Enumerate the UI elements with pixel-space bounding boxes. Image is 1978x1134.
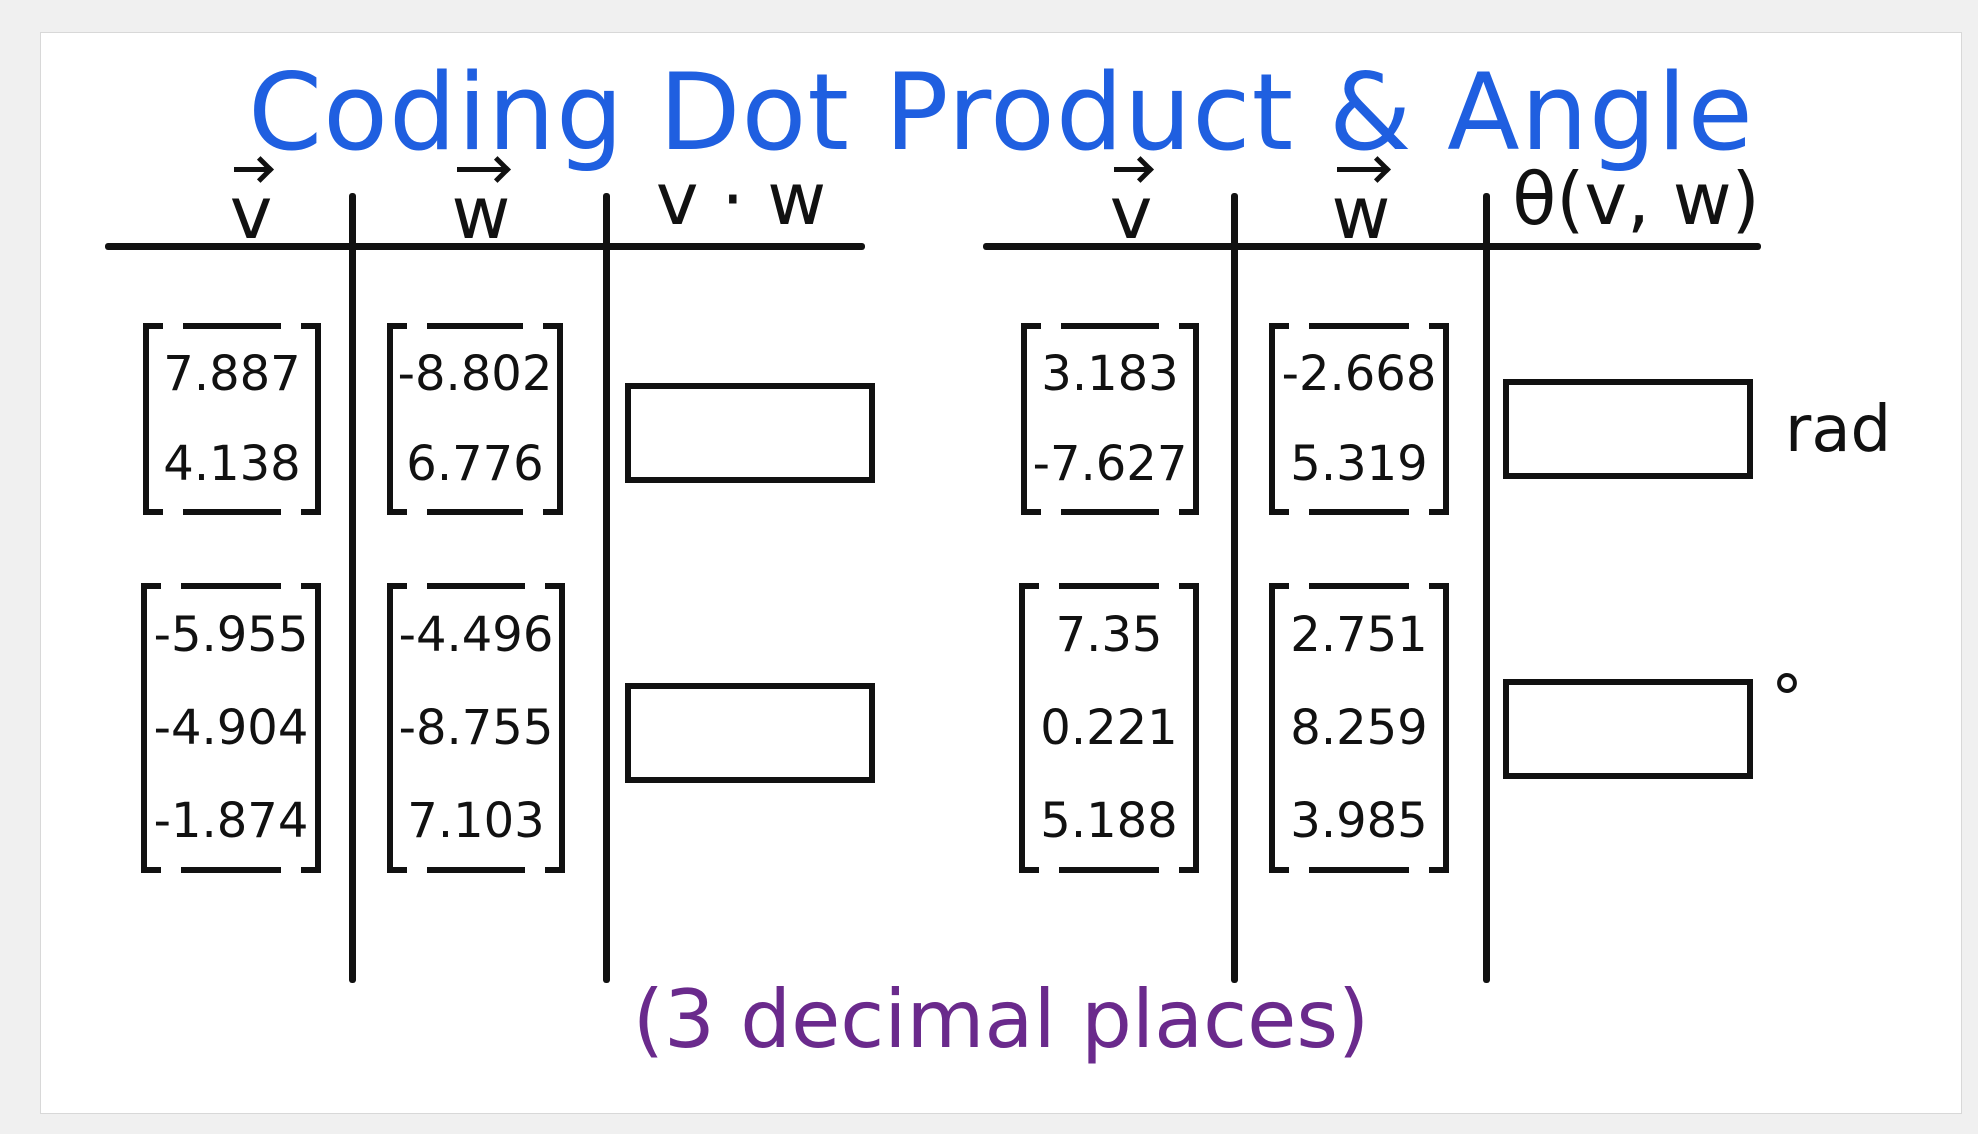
right-row1-w-vector: -2.668 5.319 [1269,323,1449,515]
left-table-divider-1 [349,193,356,983]
angle-unit-degree: ° [1771,663,1803,737]
left-header-w: w [421,163,541,249]
right-header-v: v [1071,163,1191,249]
left-row2-v-vector: -5.955 -4.904 -1.874 [141,583,321,873]
left-header-dot: v · w [655,157,827,241]
footer-note: (3 decimal places) [632,973,1370,1066]
dot-product-answer-1[interactable] [625,383,875,483]
left-header-v: v [191,163,311,249]
right-header-w: w [1301,163,1421,249]
right-row1-v-vector: 3.183 -7.627 [1021,323,1199,515]
left-row2-w-vector: -4.496 -8.755 7.103 [387,583,565,873]
right-table-divider-1 [1231,193,1238,983]
angle-answer-1[interactable] [1503,379,1753,479]
left-table-divider-2 [603,193,610,983]
left-row1-w-vector: -8.802 6.776 [387,323,563,515]
right-row2-v-vector: 7.35 0.221 5.188 [1019,583,1199,873]
right-header-angle: θ(v, w) [1512,157,1760,241]
page-title: Coding Dot Product & Angle [248,51,1754,174]
right-row2-w-vector: 2.751 8.259 3.985 [1269,583,1449,873]
angle-answer-2[interactable] [1503,679,1753,779]
dot-product-answer-2[interactable] [625,683,875,783]
angle-unit-rad: rad [1785,393,1892,467]
right-table-divider-2 [1483,193,1490,983]
left-row1-v-vector: 7.887 4.138 [143,323,321,515]
whiteboard: Coding Dot Product & Angle v w v · w 7.8… [40,32,1962,1114]
